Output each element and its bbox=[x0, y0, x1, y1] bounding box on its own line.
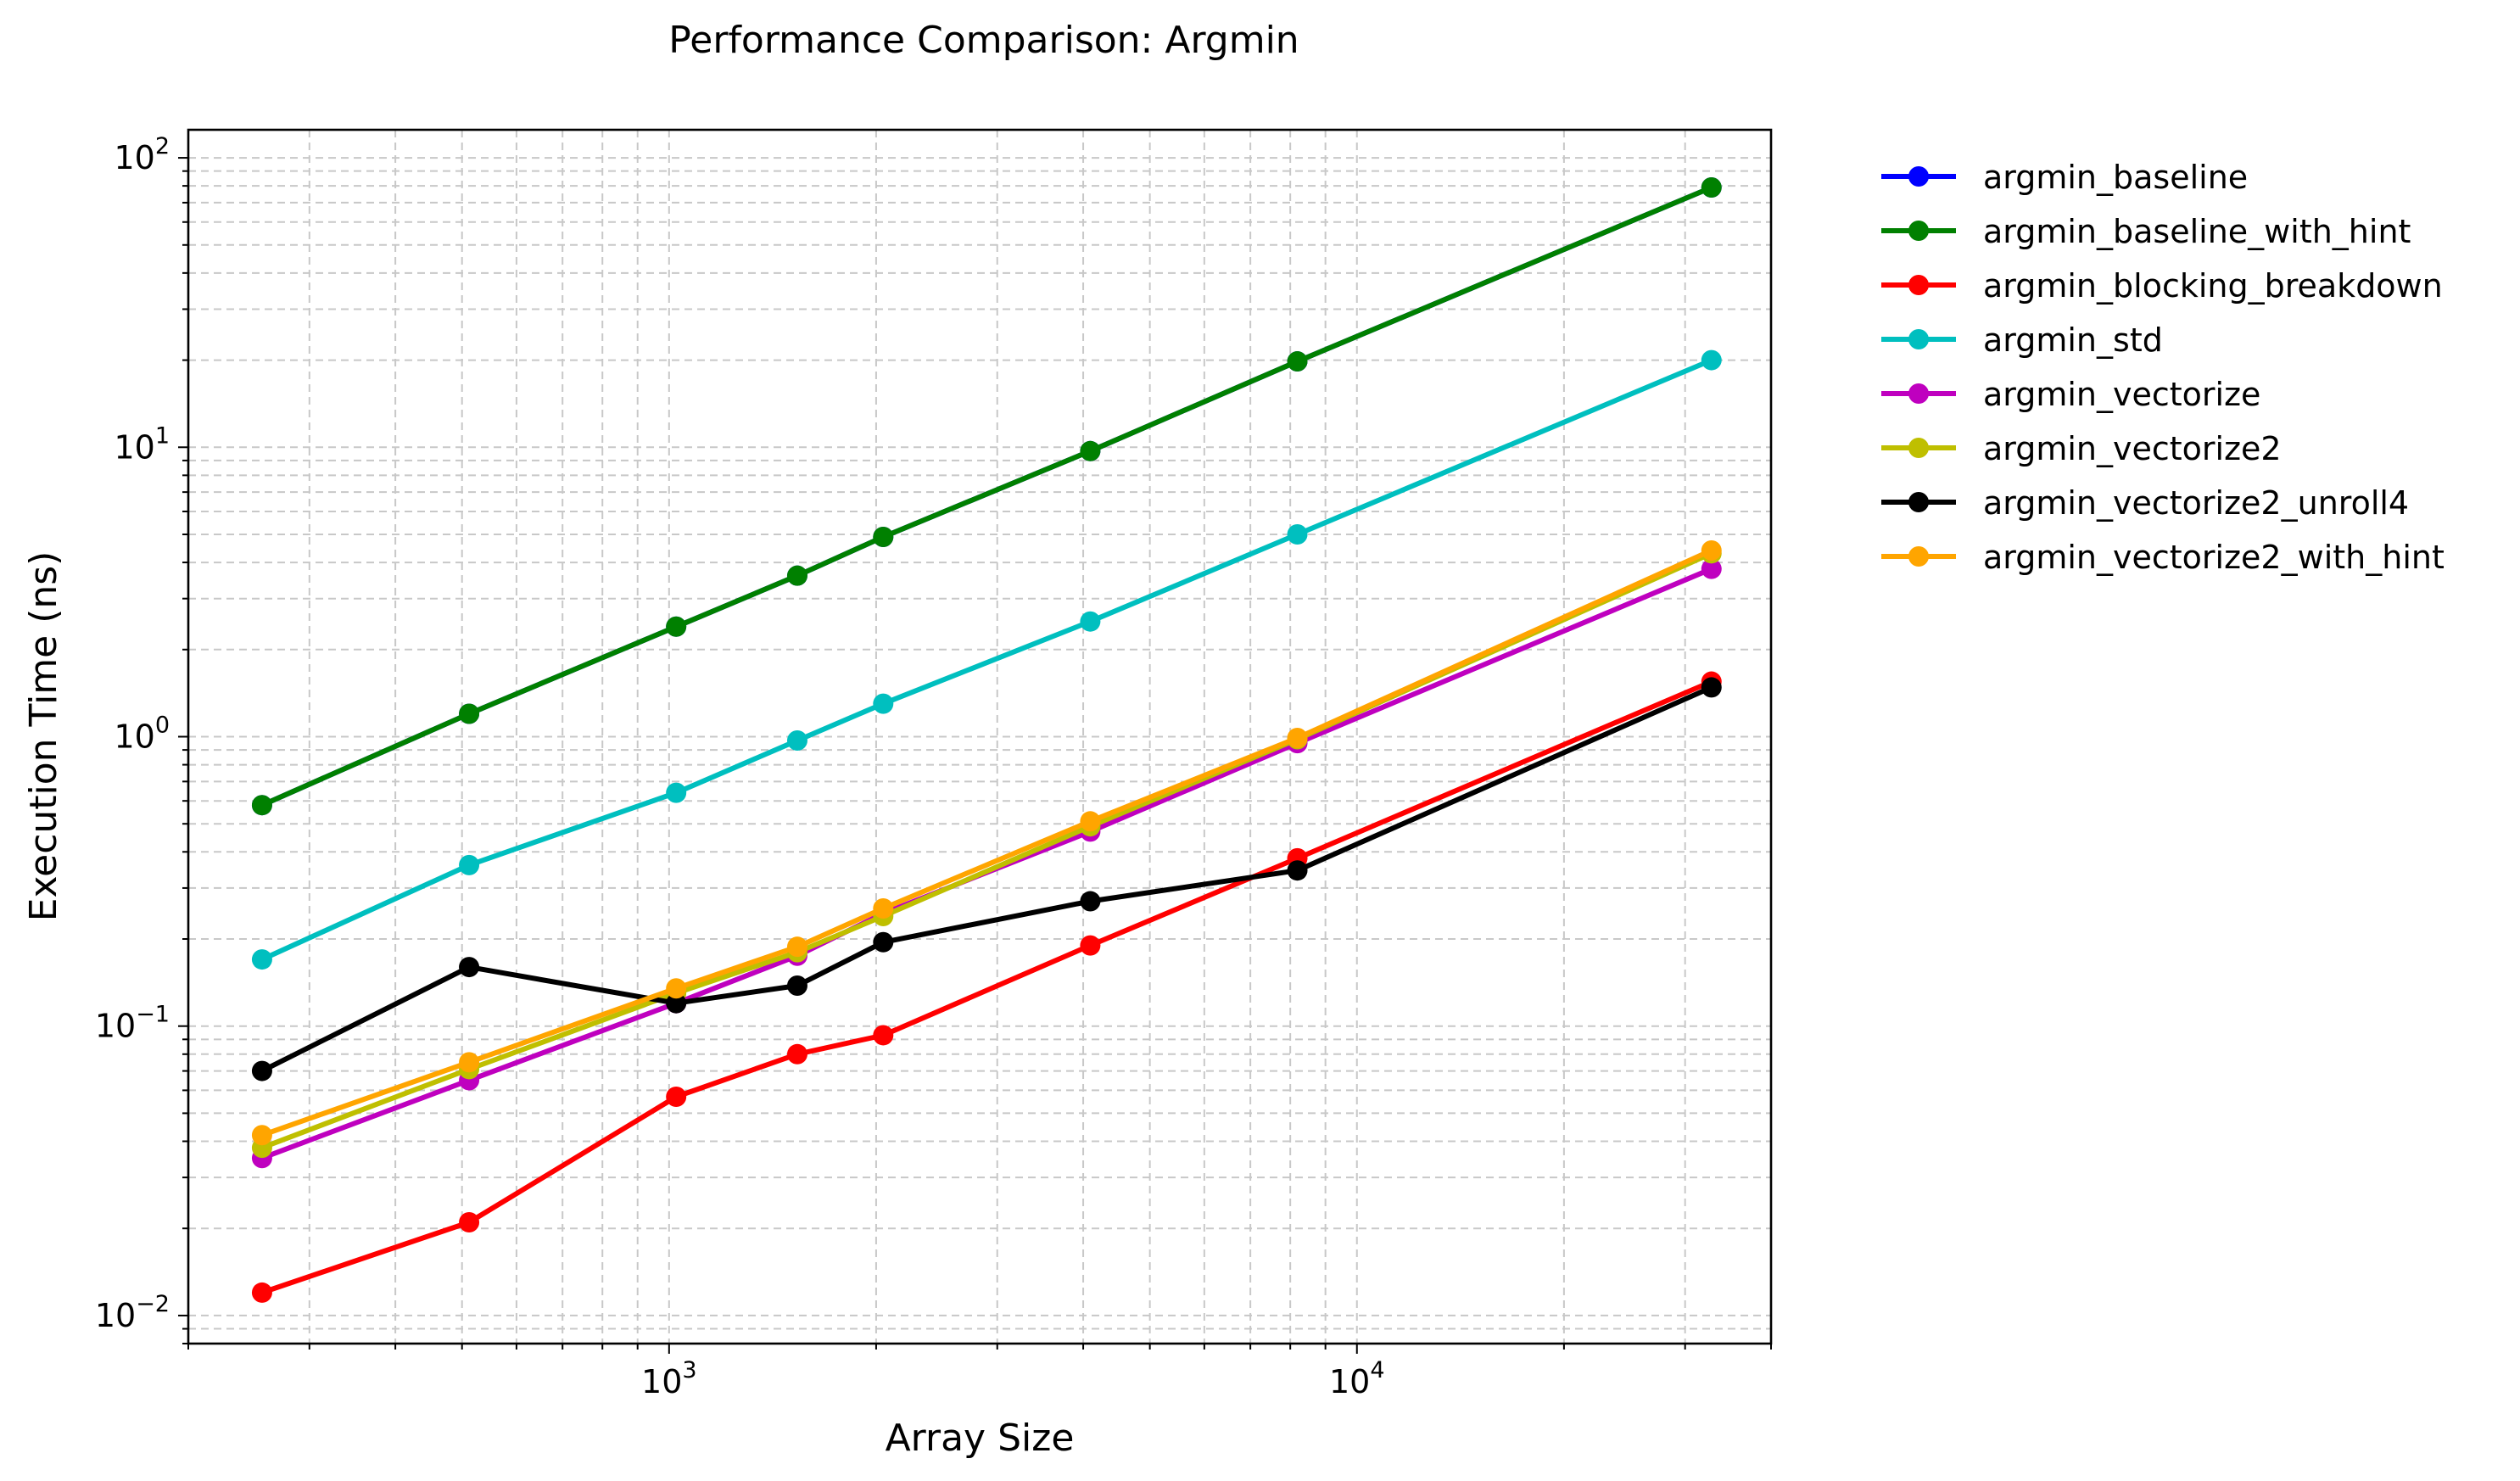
series-argmin-vectorize2-with-hint bbox=[251, 539, 1722, 1146]
legend-label: argmin_baseline_with_hint bbox=[1983, 213, 2411, 250]
data-point bbox=[1080, 935, 1101, 956]
data-point bbox=[251, 949, 272, 970]
legend-label: argmin_vectorize2_unroll4 bbox=[1983, 484, 2409, 522]
data-point bbox=[1701, 176, 1722, 198]
y-tick-label: 102 bbox=[114, 133, 170, 176]
data-point bbox=[666, 782, 687, 803]
legend-item: argmin_vectorize2_with_hint bbox=[1881, 539, 2445, 576]
data-point bbox=[873, 1025, 894, 1046]
data-point bbox=[251, 1125, 272, 1146]
data-point bbox=[1701, 539, 1722, 561]
data-point bbox=[459, 703, 480, 724]
data-point bbox=[666, 1087, 687, 1108]
data-point bbox=[459, 854, 480, 875]
data-point bbox=[786, 1043, 807, 1065]
series-line bbox=[260, 685, 1713, 1074]
legend-item: argmin_vectorize2_unroll4 bbox=[1881, 484, 2409, 522]
y-tick-label: 10−1 bbox=[95, 1002, 170, 1045]
data-point bbox=[459, 1052, 480, 1073]
data-point bbox=[873, 526, 894, 547]
legend-item: argmin_baseline_with_hint bbox=[1881, 213, 2411, 250]
data-point bbox=[1701, 677, 1722, 698]
legend-marker bbox=[1908, 275, 1929, 295]
legend-item: argmin_std bbox=[1881, 321, 2163, 359]
data-point bbox=[459, 1211, 480, 1232]
y-tick-label: 101 bbox=[114, 422, 170, 466]
legend-marker bbox=[1908, 383, 1929, 404]
chart-title: Performance Comparison: Argmin bbox=[668, 19, 1299, 62]
y-tick-label: 100 bbox=[114, 713, 170, 756]
legend-label: argmin_baseline bbox=[1983, 159, 2248, 196]
x-tick-label: 104 bbox=[1329, 1357, 1385, 1400]
data-point bbox=[251, 795, 272, 816]
x-tick-label: 103 bbox=[641, 1357, 697, 1400]
axis-ticks: 103 104 10−2 10−1 100 101 102 bbox=[95, 133, 1772, 1400]
data-point bbox=[786, 975, 807, 996]
y-axis-label: Execution Time (ns) bbox=[22, 551, 65, 922]
data-point bbox=[459, 957, 480, 978]
plot-series bbox=[251, 176, 1722, 1303]
legend-item: argmin_vectorize2 bbox=[1881, 430, 2282, 467]
data-point bbox=[1080, 891, 1101, 912]
data-point bbox=[873, 897, 894, 919]
legend-label: argmin_std bbox=[1983, 321, 2163, 359]
data-point bbox=[786, 730, 807, 752]
data-point bbox=[786, 565, 807, 586]
x-axis-label: Array Size bbox=[886, 1417, 1075, 1460]
legend-item: argmin_baseline bbox=[1881, 159, 2248, 196]
data-point bbox=[1701, 349, 1722, 371]
legend-item: argmin_vectorize bbox=[1881, 376, 2260, 413]
legend-label: argmin_vectorize2 bbox=[1983, 430, 2282, 467]
legend-marker bbox=[1908, 329, 1929, 349]
data-point bbox=[1701, 558, 1722, 579]
data-point bbox=[873, 693, 894, 714]
series-argmin-baseline-with-hint bbox=[251, 176, 1722, 816]
series-line bbox=[260, 679, 1713, 1295]
data-point bbox=[1080, 440, 1101, 461]
data-point bbox=[1080, 611, 1101, 632]
data-point bbox=[1287, 524, 1308, 545]
data-point bbox=[251, 1282, 272, 1303]
legend-label: argmin_vectorize2_with_hint bbox=[1983, 539, 2445, 576]
series-line bbox=[260, 548, 1713, 1138]
data-point bbox=[1080, 811, 1101, 832]
data-point bbox=[1287, 351, 1308, 372]
legend-label: argmin_vectorize bbox=[1983, 376, 2260, 413]
data-point bbox=[1287, 860, 1308, 881]
data-point bbox=[873, 931, 894, 953]
legend: argmin_baseline argmin_baseline_with_hint… bbox=[1881, 159, 2445, 576]
series-argmin-std bbox=[251, 349, 1722, 970]
legend-marker bbox=[1908, 438, 1929, 458]
legend-marker bbox=[1908, 221, 1929, 241]
series-line bbox=[260, 357, 1713, 962]
legend-label: argmin_blocking_breakdown bbox=[1983, 267, 2443, 305]
data-point bbox=[786, 936, 807, 958]
data-point bbox=[666, 616, 687, 637]
legend-marker bbox=[1908, 166, 1929, 187]
legend-marker bbox=[1908, 546, 1929, 567]
legend-marker bbox=[1908, 492, 1929, 512]
data-point bbox=[251, 1060, 272, 1081]
series-line bbox=[260, 185, 1713, 808]
series-argmin-vectorize2-unroll4 bbox=[251, 677, 1722, 1081]
y-tick-label: 10−2 bbox=[95, 1291, 170, 1334]
data-point bbox=[666, 978, 687, 999]
data-point bbox=[666, 992, 687, 1014]
legend-item: argmin_blocking_breakdown bbox=[1881, 267, 2443, 305]
data-point bbox=[1287, 727, 1308, 748]
